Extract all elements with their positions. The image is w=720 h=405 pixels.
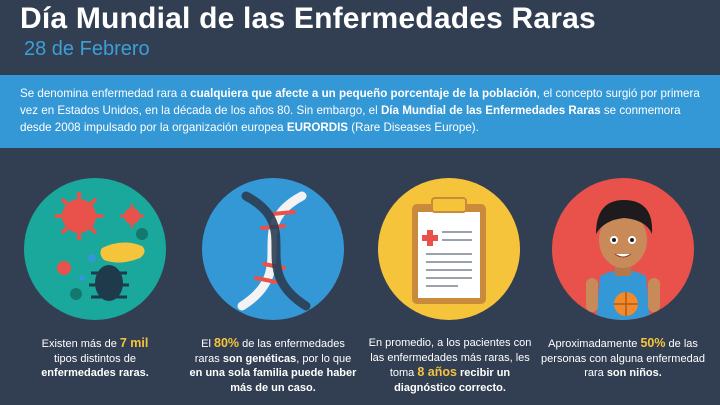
child-icon: [552, 178, 694, 320]
fact-caption-3: En promedio, a los pacientes con las enf…: [365, 336, 535, 395]
dna-icon: [202, 178, 344, 320]
intro-bold-definition: cualquiera que afecte a un pequeño porce…: [190, 87, 537, 100]
intro-text: (Rare Diseases Europe).: [348, 121, 479, 134]
page-title: Día Mundial de las Enfermedades Raras: [20, 2, 596, 35]
caption-text: tipos distintos de: [54, 352, 136, 365]
caption-bold: enfermedades raras.: [41, 367, 149, 379]
intro-text: se conmemora desde 2008 impulsado por la…: [20, 104, 681, 134]
intro-bold-day-name: Día Mundial de las Enfermedades Raras: [380, 104, 601, 117]
caption-text: , por lo que: [296, 352, 352, 365]
caption-text: Aproximadamente: [548, 338, 641, 350]
caption-bold: recibir un diagnóstico correcto.: [394, 367, 511, 394]
caption-text: Existen más de: [41, 338, 120, 350]
highlight-number: 80%: [214, 336, 240, 350]
highlight-number: 7 mil: [119, 336, 149, 350]
fact-caption-1: Existen más de 7 mil tipos distintos de …: [10, 336, 180, 381]
intro-text: , el concepto surgió por primera vez en …: [20, 87, 700, 117]
microbes-icon: [24, 178, 166, 320]
intro-bold-org: EURORDIS: [286, 121, 349, 134]
caption-bold: son genéticas: [222, 352, 297, 365]
caption-text: En promedio, a los pacientes con las enf…: [368, 337, 532, 379]
clipboard-icon: [378, 178, 520, 320]
caption-text: de las personas con alguna enfermedad ra…: [541, 338, 705, 379]
caption-bold: en una sola familia puede haber más de u…: [189, 367, 357, 394]
intro-text: Se denomina enfermedad rara a: [20, 87, 191, 100]
caption-text: El: [201, 338, 214, 350]
fact-caption-4: Aproximadamente 50% de las personas con …: [538, 336, 708, 381]
caption-bold: son niños.: [606, 367, 662, 379]
highlight-number: 50%: [640, 336, 666, 350]
highlight-number: 8 años: [417, 365, 457, 379]
caption-text: de las enfermedades raras: [194, 338, 345, 365]
page-subtitle-date: 28 de Febrero: [24, 38, 150, 60]
intro-banner: Se denomina enfermedad rara a cualquiera…: [0, 75, 720, 148]
fact-caption-2: El 80% de las enfermedades raras son gen…: [188, 336, 358, 395]
